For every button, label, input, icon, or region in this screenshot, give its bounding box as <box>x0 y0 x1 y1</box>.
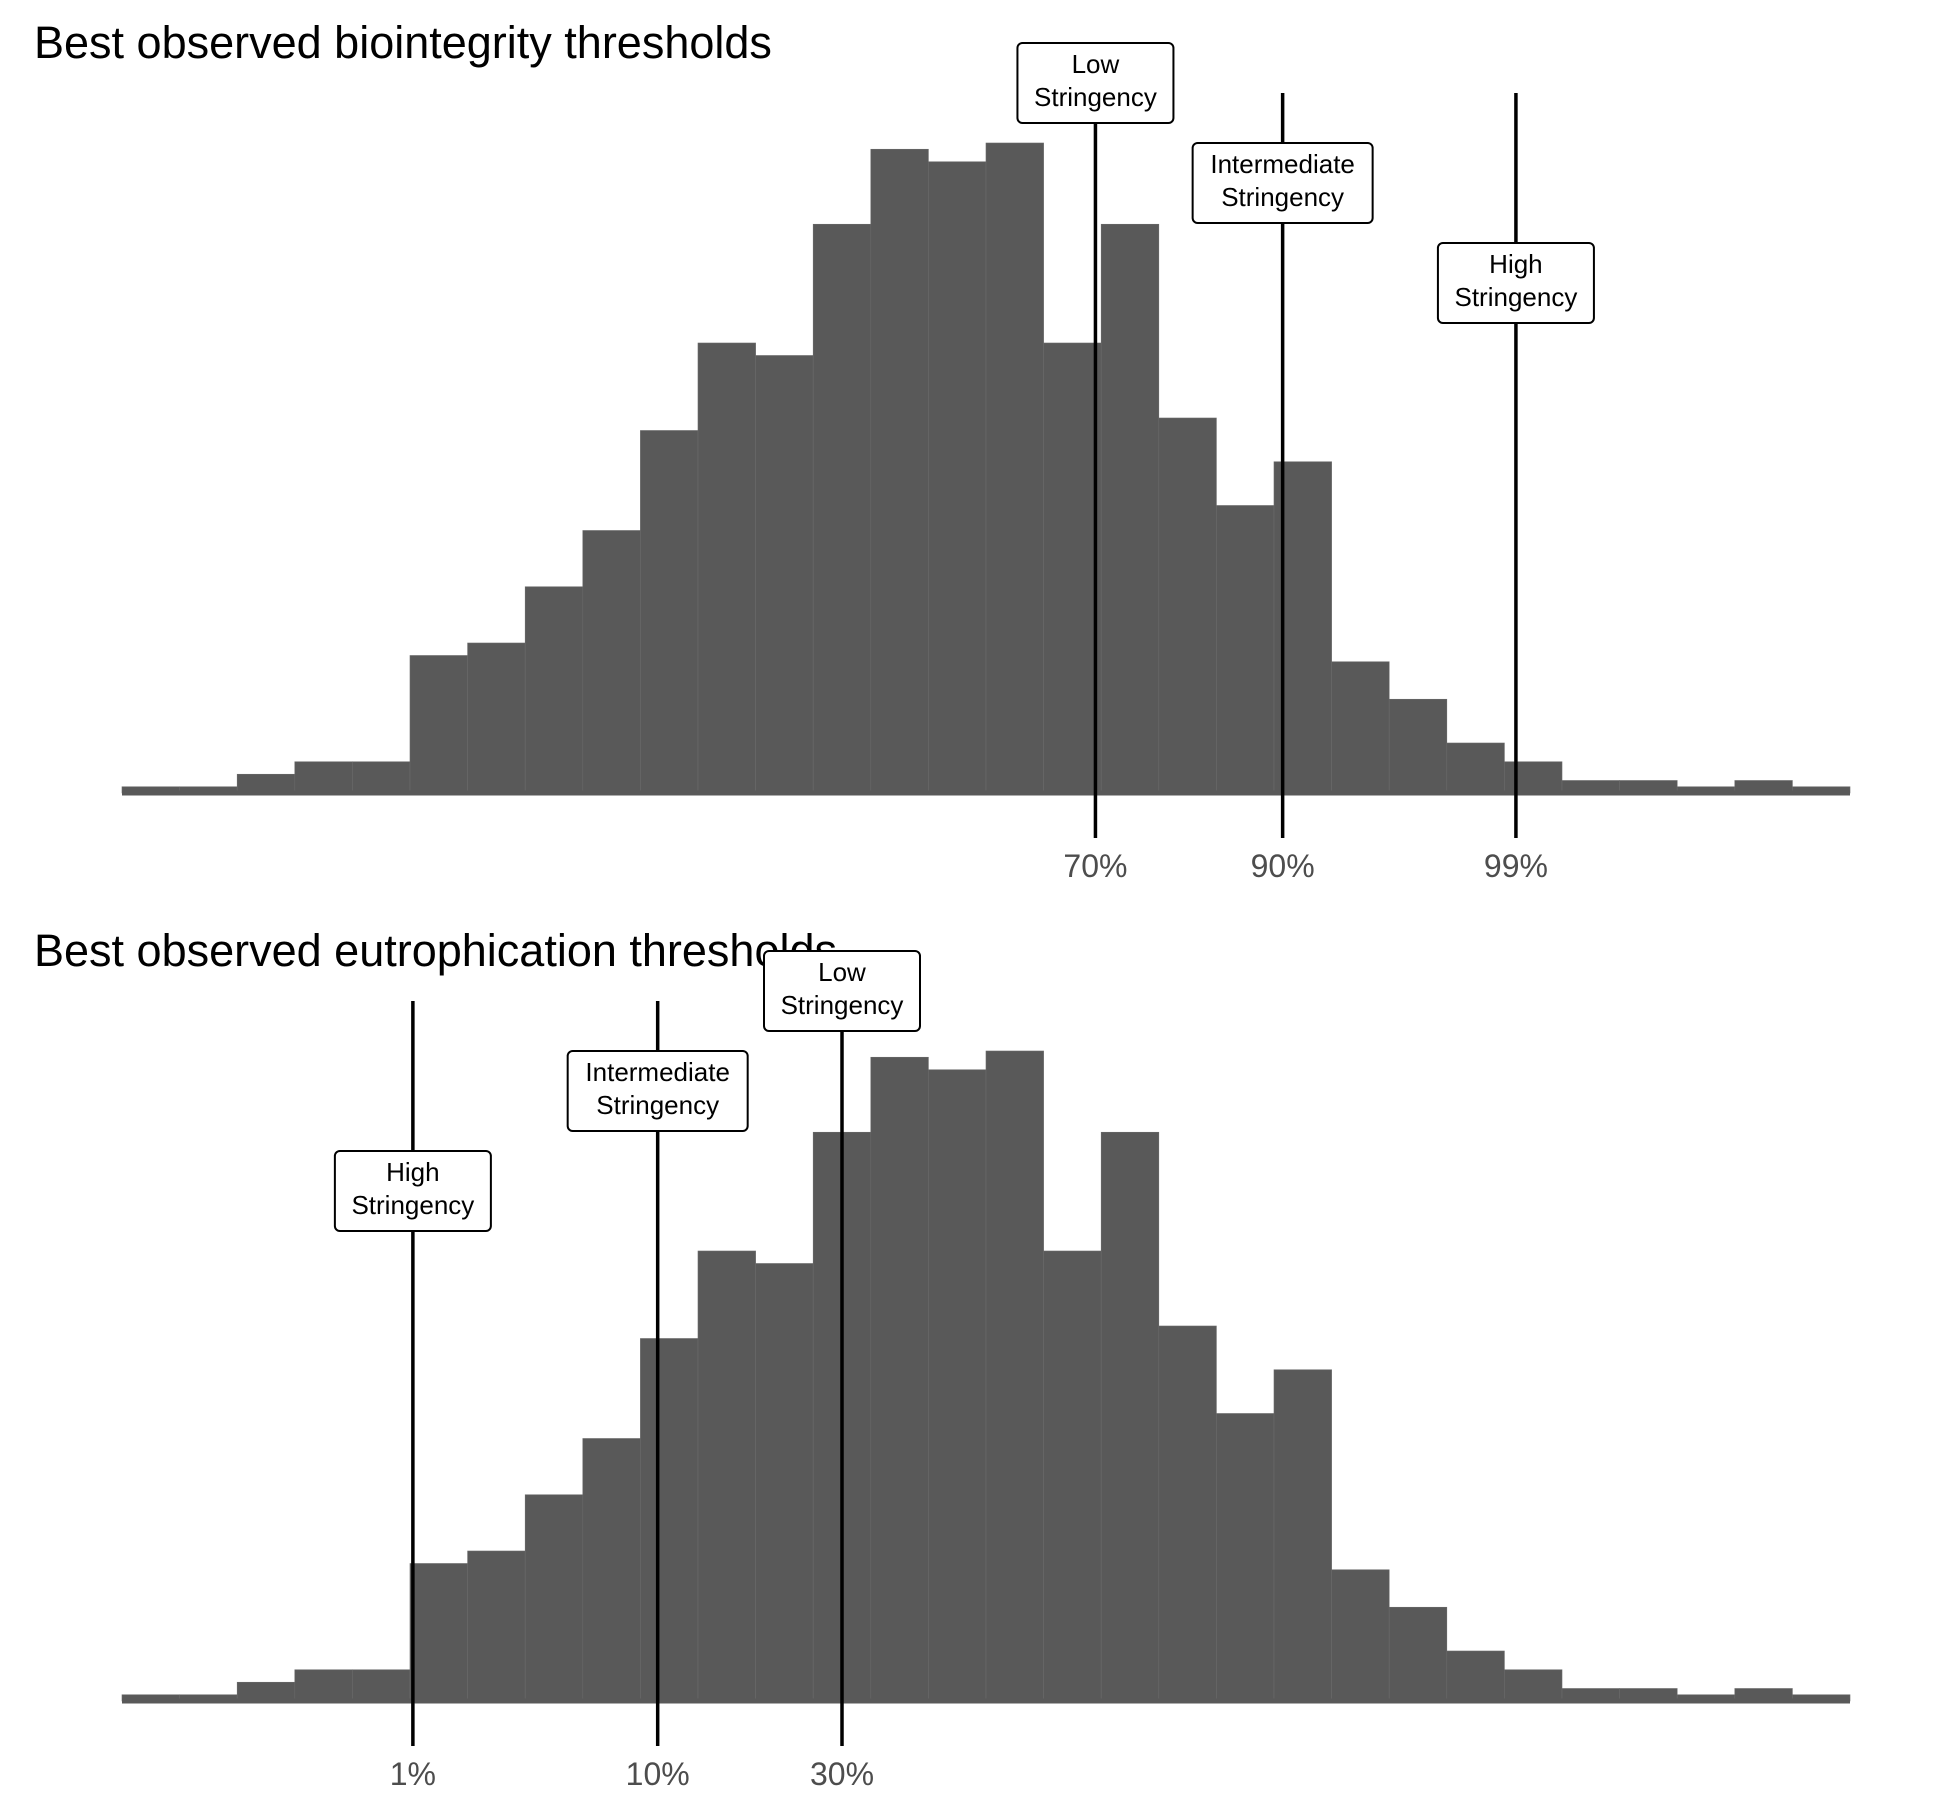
histogram-bar <box>640 1338 699 1702</box>
histogram-bar <box>582 1438 641 1702</box>
histogram-bar <box>236 1681 296 1702</box>
histogram-bar <box>697 342 756 794</box>
biointegrity-title: Best observed biointegrity thresholds <box>34 17 772 68</box>
x-tick-label: 90% <box>1251 848 1315 884</box>
threshold-label-text: Intermediate <box>1210 149 1355 179</box>
threshold-label-box <box>566 1050 749 1132</box>
histogram-bar <box>1100 223 1160 794</box>
threshold-label-text: Intermediate <box>585 1057 730 1087</box>
x-tick-label: 70% <box>1063 848 1127 884</box>
histogram-bar <box>294 761 353 794</box>
x-tick-label: 30% <box>810 1756 874 1792</box>
histogram-bar <box>1331 1569 1390 1702</box>
histogram-bar <box>409 1563 468 1702</box>
histogram-bar <box>640 430 699 794</box>
eutrophication-title: Best observed eutrophication thresholds <box>34 925 837 976</box>
histogram-bar <box>352 1669 411 1702</box>
threshold-label-box <box>1016 42 1175 124</box>
histogram-bar <box>1388 1606 1448 1702</box>
histogram-bar <box>1446 1650 1505 1702</box>
histogram-bar <box>1216 505 1275 794</box>
threshold-label-box <box>763 950 921 1032</box>
histogram-bar <box>236 773 296 794</box>
x-tick-label: 10% <box>626 1756 690 1792</box>
histogram-bar <box>1273 1369 1332 1702</box>
histogram-bar <box>928 1069 987 1702</box>
threshold-label-text: Stringency <box>781 990 904 1020</box>
histogram-bar <box>1158 417 1217 794</box>
histogram-bar <box>928 161 987 794</box>
histogram-bar <box>1100 1131 1160 1702</box>
histogram-bar <box>524 1494 584 1702</box>
histogram-bar <box>582 530 641 794</box>
threshold-label-text: Stringency <box>1454 282 1577 312</box>
threshold-label-text: Low <box>1072 49 1120 79</box>
histogram-bar <box>467 642 526 794</box>
histogram-bar <box>352 761 411 794</box>
biointegrity-panel: Best observed biointegrity thresholds 70… <box>34 17 1851 884</box>
histogram-bar <box>524 586 584 794</box>
threshold-label-box <box>1191 142 1374 224</box>
threshold-label-text: High <box>386 1157 439 1187</box>
histogram-bar <box>1331 661 1390 794</box>
histogram-bar <box>1388 698 1448 794</box>
histogram-bar <box>409 655 468 794</box>
histogram-bar <box>755 355 814 794</box>
histogram-bar <box>1504 1669 1563 1702</box>
histogram-bar <box>985 1050 1044 1702</box>
threshold-label-text: Stringency <box>1221 182 1344 212</box>
histogram-bar <box>755 1263 814 1702</box>
threshold-label-text: Stringency <box>1034 82 1157 112</box>
histogram-bar <box>1504 761 1563 794</box>
x-tick-label: 99% <box>1484 848 1548 884</box>
histogram-bar <box>294 1669 353 1702</box>
threshold-label-box <box>1436 242 1595 324</box>
histogram-bar <box>1216 1413 1275 1702</box>
threshold-label-box <box>333 1150 492 1232</box>
x-tick-label: 1% <box>390 1756 436 1792</box>
histogram-bar <box>985 142 1044 794</box>
histogram-bar <box>1043 1250 1102 1702</box>
threshold-label-text: Stringency <box>351 1190 474 1220</box>
histogram-bar <box>1158 1325 1217 1702</box>
threshold-label-text: High <box>1489 249 1542 279</box>
eutrophication-panel: Best observed eutrophication thresholds … <box>34 925 1851 1792</box>
threshold-label-text: Low <box>818 957 866 987</box>
histogram-bar <box>870 1056 929 1702</box>
histogram-bar <box>870 148 929 794</box>
histogram-bar <box>467 1550 526 1702</box>
histogram-bar <box>812 223 872 794</box>
histogram-bar <box>697 1250 756 1702</box>
histogram-bar <box>1043 342 1102 794</box>
histogram-bar <box>1446 742 1505 794</box>
threshold-label-text: Stringency <box>596 1090 719 1120</box>
